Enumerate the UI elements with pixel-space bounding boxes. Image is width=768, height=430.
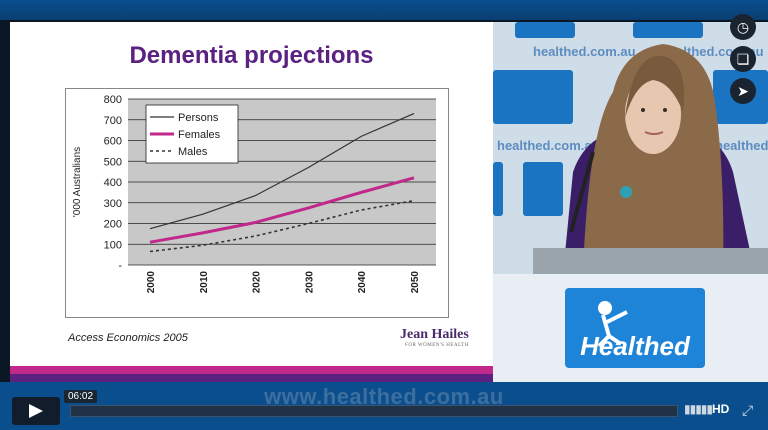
backdrop-website: healthed.com.au [497,138,600,153]
jean-hailes-logo-sub: FOR WOMEN'S HEALTH [405,343,469,348]
x-tick-label: 2020 [252,271,263,294]
backdrop-logo [523,162,563,216]
y-tick-label: - [118,260,122,272]
layers-icon[interactable]: ❏ [730,46,756,72]
backdrop-logo [633,22,703,38]
share-icon[interactable]: ➤ [730,78,756,104]
series-line-males [149,199,415,253]
presentation-slide: Dementia projections - 100 200 300 400 500 600… [10,22,493,382]
play-icon [29,404,43,418]
y-tick-label: 400 [104,177,122,189]
fullscreen-icon[interactable]: ⤢ [742,402,754,418]
play-button[interactable] [12,397,60,425]
y-axis-label: '000 Australians [72,147,83,217]
healthed-logo-text: Healthed [580,331,690,361]
healthed-brand-panel: Healthed [493,274,768,382]
legend-label: Persons [178,112,219,124]
progress-track[interactable] [70,405,678,417]
x-tick-label: 2000 [146,271,157,294]
y-tick-label: 800 [104,94,122,106]
source-caption: Access Economics 2005 [68,332,188,344]
series-line-females [149,176,415,244]
y-tick-label: 300 [104,198,122,210]
speaker-figure [533,44,768,274]
backdrop-logo [493,162,503,216]
x-tick-label: 2040 [357,271,368,294]
slide-stripe-magenta [10,366,493,374]
jean-hailes-logo-text: Jean Hailes [400,327,469,342]
healthed-logo: Healthed [565,288,705,368]
backdrop-logo [493,70,573,124]
hd-toggle[interactable]: HD [712,402,730,416]
player-top-bar [0,0,768,20]
volume-icon[interactable]: ▮▮▮▮▮ [684,402,713,416]
slide-title: Dementia projections [129,42,374,69]
chart-svg: - 100 200 300 400 500 600 700 800 2000 2010 2020 203… [72,94,436,294]
y-tick-label: 200 [104,219,122,231]
series-line-persons [149,112,415,230]
x-tick-label: 2010 [199,271,210,294]
y-tick-label: 100 [104,239,122,251]
legend-label: Females [178,129,221,141]
x-tick-label: 2050 [410,271,421,294]
slide-stripe-purple [10,374,493,382]
y-tick-label: 600 [104,136,122,148]
speaker-video: healthed.com.au healthed.com.au healthed… [493,22,768,274]
healthed-mascot-icon [597,301,628,348]
backdrop-website: healthed.com.au [533,44,636,59]
jean-hailes-logo: Jean Hailes FOR WOMEN'S HEALTH [400,327,469,348]
y-tick-label: 700 [104,115,122,127]
legend-box [145,104,239,164]
backdrop-logo [515,22,575,38]
clock-icon[interactable]: ◷ [730,14,756,40]
legend-label: Males [178,146,208,158]
time-indicator: 06:02 [64,390,98,403]
watermark-url: www.healthed.com.au [264,384,504,409]
player-controls: 06:02 ▮▮▮▮▮ HD ⤢ [0,390,768,430]
x-tick-label: 2030 [304,271,315,294]
backdrop-website: healthed.com.au [715,138,768,153]
y-tick-label: 500 [104,156,122,168]
projection-chart: - 100 200 300 400 500 600 700 800 2000 2010 2020 203… [65,88,449,318]
